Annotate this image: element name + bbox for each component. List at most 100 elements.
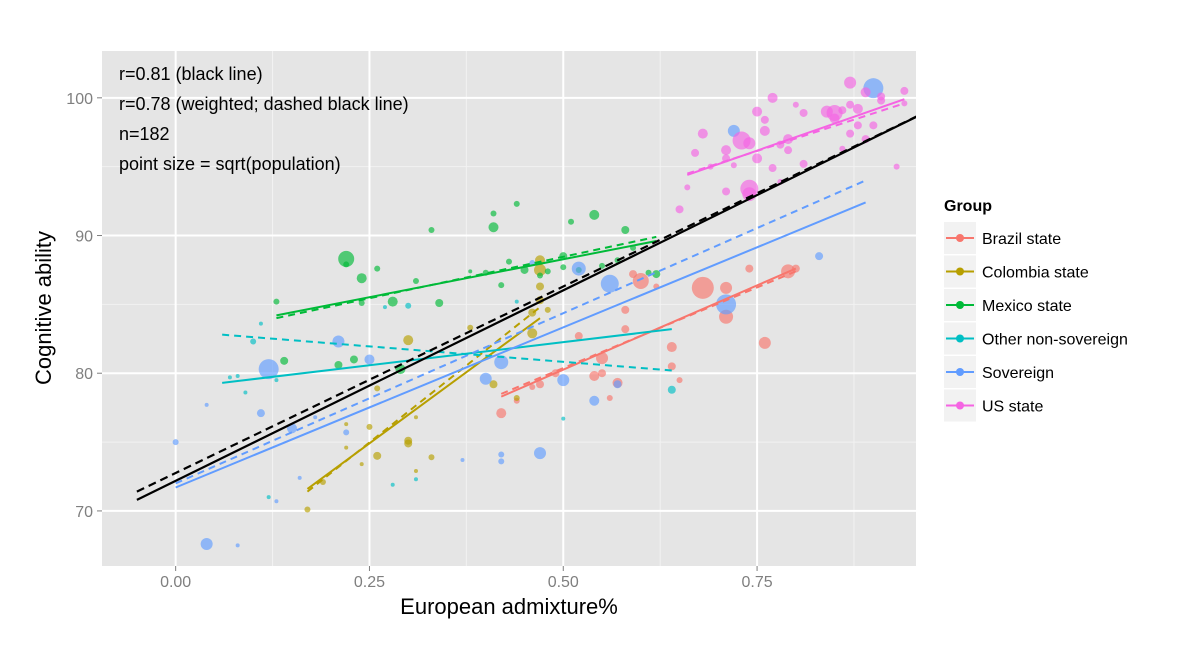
brazil-state-point — [676, 377, 683, 384]
colombia-state-weighted-fit-line — [306, 306, 541, 493]
brazil-state-point — [667, 362, 676, 371]
legend-dot-other-non-sovereign — [956, 334, 964, 343]
us-state-point — [675, 205, 684, 214]
other-non-sovereign-point — [382, 305, 387, 310]
colombia-state-point — [344, 422, 349, 427]
sovereign-point — [498, 451, 505, 458]
us-state-weighted-fit-line — [686, 102, 905, 175]
mexico-state-point — [387, 296, 398, 307]
us-state-point — [846, 100, 855, 109]
brazil-state-point — [574, 332, 583, 341]
brazil-state-point — [598, 369, 607, 378]
other-non-sovereign-point — [514, 299, 519, 304]
mexico-state-point — [652, 270, 661, 279]
brazil-state-point — [691, 276, 714, 299]
brazil-state-point — [632, 272, 649, 289]
sovereign-point — [494, 355, 509, 370]
us-state-point — [760, 115, 769, 124]
legend-title: Group — [944, 198, 992, 215]
legend-dot-mexico-state — [956, 301, 964, 309]
sovereign-point — [172, 439, 179, 446]
colombia-state-point — [467, 324, 474, 331]
legend-label-brazil-state: Brazil state — [982, 231, 1061, 248]
x-tick-label: 0.00 — [160, 574, 191, 591]
brazil-state-point — [536, 380, 545, 389]
us-state-point — [722, 187, 731, 196]
sovereign-point — [498, 458, 505, 465]
us-state-point — [740, 179, 759, 198]
colombia-state-point — [413, 468, 418, 473]
us-state-point — [784, 146, 793, 155]
colombia-state-point — [413, 415, 418, 420]
brazil-state-point — [496, 408, 507, 419]
x-tick-label: 0.75 — [742, 574, 773, 591]
mexico-state-point — [273, 298, 280, 305]
mexico-state-point — [428, 227, 435, 234]
mexico-state-point — [374, 265, 381, 272]
other-non-sovereign-point — [390, 482, 395, 487]
brazil-state-point — [621, 325, 630, 334]
brazil-state-point — [745, 264, 754, 273]
colombia-state-point — [513, 395, 520, 402]
us-state-point — [846, 129, 855, 138]
colombia-state-point — [428, 454, 435, 461]
sovereign-point — [297, 475, 302, 480]
other-non-sovereign-point — [413, 477, 418, 482]
other-non-sovereign-weighted-fit-line — [222, 333, 672, 372]
other-non-sovereign-point — [274, 378, 279, 383]
us-state-point — [730, 162, 737, 169]
colombia-state-point — [527, 328, 538, 339]
other-non-sovereign-point — [561, 416, 566, 421]
sovereign-point — [274, 499, 279, 504]
brazil-state-point — [589, 370, 600, 381]
legend-dot-colombia-state — [956, 267, 964, 276]
x-axis: 0.00 0.25 0.50 0.75 — [160, 566, 773, 591]
us-state-point — [853, 121, 862, 130]
legend-label-other-non-sovereign: Other non-sovereign — [982, 332, 1128, 349]
legend-dot-us-state — [956, 401, 964, 410]
us-state-point — [901, 100, 908, 107]
us-state-point — [697, 128, 708, 139]
sovereign-point — [534, 447, 547, 460]
colombia-state-point — [534, 263, 547, 276]
mexico-state-point — [568, 218, 575, 225]
us-state-point — [799, 108, 808, 117]
mexico-state-point — [506, 258, 512, 265]
sovereign-point — [571, 261, 586, 276]
us-state-point — [743, 137, 756, 150]
legend-label-mexico-state: Mexico state — [982, 298, 1072, 315]
sovereign-point — [589, 395, 600, 406]
us-state-point — [799, 159, 808, 168]
us-state-point — [839, 145, 846, 152]
sovereign-point — [716, 294, 737, 315]
us-state-point — [829, 113, 840, 124]
legend-label-sovereign: Sovereign — [982, 365, 1054, 382]
legend-label-colombia-state: Colombia state — [982, 265, 1089, 282]
x-tick-label: 0.25 — [354, 574, 385, 591]
sovereign-point — [256, 409, 265, 418]
other-non-sovereign-point — [667, 385, 676, 394]
legend: Group Brazil state Colombia state Mexico s… — [944, 198, 1128, 422]
fit-lines — [136, 98, 916, 501]
other-non-sovereign-point — [235, 373, 240, 378]
brazil-state-point — [529, 383, 536, 390]
sovereign-point — [200, 537, 213, 550]
mexico-state-point — [544, 268, 551, 275]
us-state-point — [852, 103, 863, 114]
sovereign-point — [815, 252, 824, 261]
mexico-state-point — [490, 210, 497, 217]
legend-dot-sovereign — [956, 368, 964, 376]
us-state-point — [893, 163, 900, 170]
annotation-n: n=182 — [119, 124, 170, 144]
colombia-state-point — [304, 506, 311, 513]
major-gridlines — [102, 51, 916, 566]
y-axis-title: Cognitive ability — [31, 231, 56, 385]
sovereign-point — [600, 274, 619, 293]
colombia-state-point — [344, 445, 349, 450]
x-tick-label: 0.50 — [548, 574, 579, 591]
colombia-state-point — [544, 306, 551, 313]
sovereign-point — [557, 374, 570, 387]
y-tick-label: 80 — [75, 366, 93, 383]
sovereign-point — [313, 415, 318, 420]
